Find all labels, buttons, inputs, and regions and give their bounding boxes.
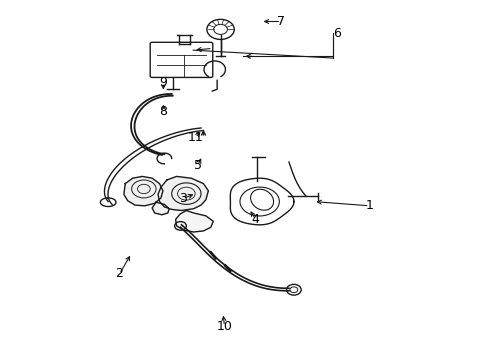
Text: 10: 10 — [217, 320, 232, 333]
Polygon shape — [175, 211, 213, 232]
Text: 5: 5 — [194, 159, 201, 172]
Text: 9: 9 — [159, 76, 168, 89]
Polygon shape — [124, 176, 163, 206]
FancyBboxPatch shape — [150, 42, 213, 77]
Polygon shape — [152, 202, 169, 215]
Text: 4: 4 — [252, 213, 260, 226]
Polygon shape — [230, 178, 294, 225]
Text: 7: 7 — [277, 15, 285, 28]
Text: 3: 3 — [179, 192, 187, 205]
Polygon shape — [158, 176, 208, 211]
Text: 1: 1 — [366, 199, 373, 212]
Text: 2: 2 — [116, 267, 123, 280]
Text: 8: 8 — [159, 105, 168, 118]
Text: 6: 6 — [333, 27, 341, 40]
Text: 11: 11 — [187, 131, 203, 144]
